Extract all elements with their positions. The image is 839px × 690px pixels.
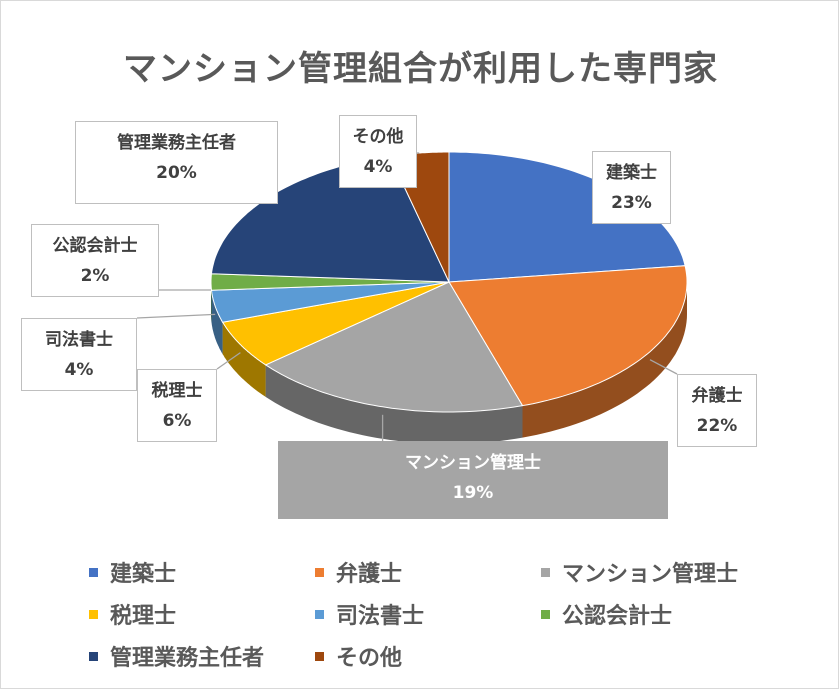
legend-item-bengoshi[interactable]: 弁護士 bbox=[315, 557, 402, 587]
legend-swatch bbox=[541, 609, 550, 619]
pie-slice-bengoshi[interactable] bbox=[448, 265, 688, 407]
legend-item-shihoshoshi[interactable]: 司法書士 bbox=[315, 599, 424, 629]
pie-slice-mansion-kanrishi[interactable] bbox=[264, 281, 524, 413]
leader-line-shihoshoshi bbox=[136, 313, 216, 319]
chart-title: マンション管理組合が利用した専門家 bbox=[123, 49, 718, 89]
pie-depth-layer bbox=[211, 282, 687, 444]
legend-item-kanrigyomu-shuninsha[interactable]: 管理業務主任者 bbox=[89, 641, 264, 671]
legend-swatch bbox=[89, 567, 98, 577]
data-label-koninkaikeishi: 公認会計士 2% bbox=[31, 224, 159, 297]
legend-item-koninkaikeishi[interactable]: 公認会計士 bbox=[541, 599, 672, 629]
legend-swatch bbox=[315, 651, 324, 661]
legend-item-kenchikushi[interactable]: 建築士 bbox=[89, 557, 176, 587]
leader-line-bengoshi bbox=[649, 359, 678, 375]
legend-swatch bbox=[315, 567, 324, 577]
pie-side-zeirishi bbox=[222, 322, 266, 397]
legend-swatch bbox=[315, 609, 324, 619]
data-label-mansion-kanrishi: マンション管理士 19% bbox=[278, 441, 668, 519]
legend-item-zeirishi[interactable]: 税理士 bbox=[89, 599, 176, 629]
pie-slice-zeirishi[interactable] bbox=[221, 281, 450, 366]
data-label-kanrigyomu-shuninsha: 管理業務主任者 20% bbox=[75, 121, 278, 204]
data-label-shihoshoshi: 司法書士 4% bbox=[21, 318, 137, 391]
data-label-zeirishi: 税理士 6% bbox=[137, 369, 217, 442]
legend-swatch bbox=[89, 609, 98, 619]
legend-item-mansion-kanrishi[interactable]: マンション管理士 bbox=[541, 557, 738, 587]
pie-slice-shihoshoshi[interactable] bbox=[211, 281, 450, 323]
data-label-bengoshi: 弁護士 22% bbox=[677, 374, 757, 447]
data-label-sonota: その他 4% bbox=[339, 115, 417, 188]
leader-lines bbox=[136, 152, 678, 441]
legend-swatch bbox=[541, 567, 550, 577]
data-label-kenchikushi: 建築士 23% bbox=[592, 151, 671, 224]
pie-side-bengoshi bbox=[522, 282, 687, 438]
pie-side-shihoshoshi bbox=[211, 290, 223, 355]
legend-swatch bbox=[89, 651, 98, 661]
pie-slice-koninkaikeishi[interactable] bbox=[210, 273, 450, 291]
leader-line-zeirishi bbox=[216, 352, 241, 370]
pie-side-mansion-kanrishi bbox=[265, 364, 523, 444]
legend-item-sonota[interactable]: その他 bbox=[315, 641, 402, 671]
